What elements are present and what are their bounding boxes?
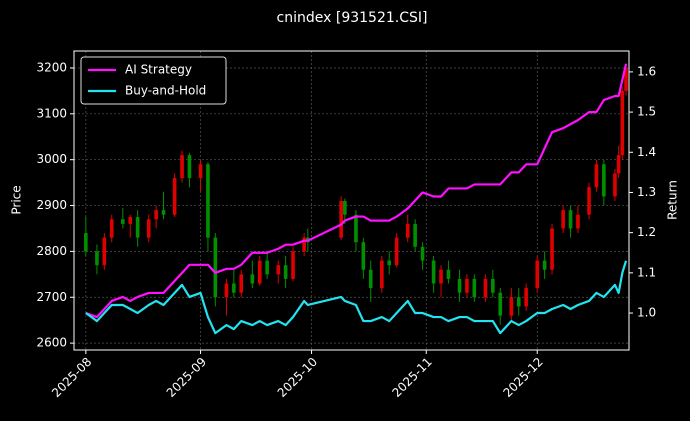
series-line	[85, 260, 628, 335]
candle-body	[121, 219, 125, 224]
candle-body	[380, 260, 384, 289]
y-tick-label: 2700	[36, 290, 67, 304]
y-axis-label: Price	[10, 185, 24, 214]
candle-body	[265, 260, 269, 275]
candle-body	[102, 237, 107, 266]
candle-body	[354, 214, 358, 243]
y2-tick-label: 1.4	[637, 145, 656, 159]
candle-body	[224, 283, 229, 298]
candle-body	[594, 164, 599, 188]
candle-body	[128, 217, 133, 224]
candle-body	[568, 210, 573, 229]
candle-body	[420, 246, 425, 261]
candle-body	[95, 251, 99, 266]
candle-body	[146, 219, 151, 238]
candle-body	[302, 237, 306, 252]
y-tick-label: 3100	[36, 106, 67, 120]
y-tick-label: 3200	[36, 60, 67, 74]
candle-body	[135, 217, 140, 238]
y2-tick-label: 1.6	[637, 64, 656, 78]
candle-body	[624, 67, 628, 91]
y2-tick-label: 1.0	[637, 306, 656, 320]
plot-frame	[73, 50, 630, 351]
candle-body	[472, 278, 477, 298]
candle-body	[206, 164, 210, 238]
candle-body	[616, 155, 621, 174]
candle-body	[524, 288, 528, 307]
candle-body	[613, 173, 617, 197]
y2-tick-label: 1.1	[637, 265, 656, 279]
candle-body	[587, 187, 591, 215]
candle-body	[446, 269, 451, 279]
candle-body	[439, 269, 443, 284]
candle-body	[187, 155, 192, 179]
candle-body	[276, 265, 281, 275]
candle-body	[109, 219, 114, 238]
candle-body	[339, 200, 343, 238]
candle-body	[291, 251, 295, 279]
candle-body	[239, 274, 244, 293]
candle-body	[232, 283, 236, 293]
y2-tick-label: 1.2	[637, 225, 656, 239]
candle-body	[550, 228, 554, 270]
candle-body	[602, 164, 606, 197]
candle-body	[535, 260, 540, 289]
candle-body	[516, 297, 521, 307]
candle-body	[498, 292, 503, 316]
candle-body	[413, 223, 417, 247]
candle-body	[198, 164, 203, 179]
candle-body	[361, 242, 366, 270]
y-tick-label: 2600	[36, 336, 67, 350]
candle-body	[457, 278, 462, 293]
y-tick-label: 2800	[36, 244, 67, 258]
candle-body	[368, 269, 373, 289]
y2-tick-label: 1.3	[637, 185, 656, 199]
candle-body	[283, 265, 288, 279]
candle-body	[213, 237, 218, 298]
candle-body	[161, 210, 166, 215]
candle-body	[84, 233, 88, 252]
candle-body	[257, 260, 262, 284]
legend-label: AI Strategy	[125, 63, 192, 77]
y2-tick-label: 1.5	[637, 105, 656, 119]
legend-box	[80, 56, 227, 105]
candle-body	[576, 214, 580, 229]
candle-body	[431, 260, 436, 284]
candle-body	[483, 278, 488, 298]
candle-body	[405, 223, 410, 238]
chart-title: cnindex [931521.CSI]	[277, 10, 428, 26]
candle-body	[343, 200, 347, 215]
y-tick-label: 2900	[36, 198, 67, 212]
candle-body	[465, 278, 469, 293]
candle-body	[509, 297, 514, 316]
series-line	[85, 63, 628, 319]
candle-body	[394, 237, 399, 266]
candle-body	[620, 90, 625, 156]
legend-label: Buy-and-Hold	[125, 84, 206, 98]
candle-body	[180, 155, 184, 179]
candle-body	[154, 210, 158, 220]
candle-body	[172, 178, 177, 215]
candle-body	[491, 278, 495, 293]
candle-body	[387, 260, 392, 266]
candle-body	[561, 210, 565, 229]
y2-axis-label: Return	[666, 180, 680, 220]
candle-body	[542, 260, 547, 270]
candle-body	[250, 274, 255, 284]
y-tick-label: 3000	[36, 152, 67, 166]
